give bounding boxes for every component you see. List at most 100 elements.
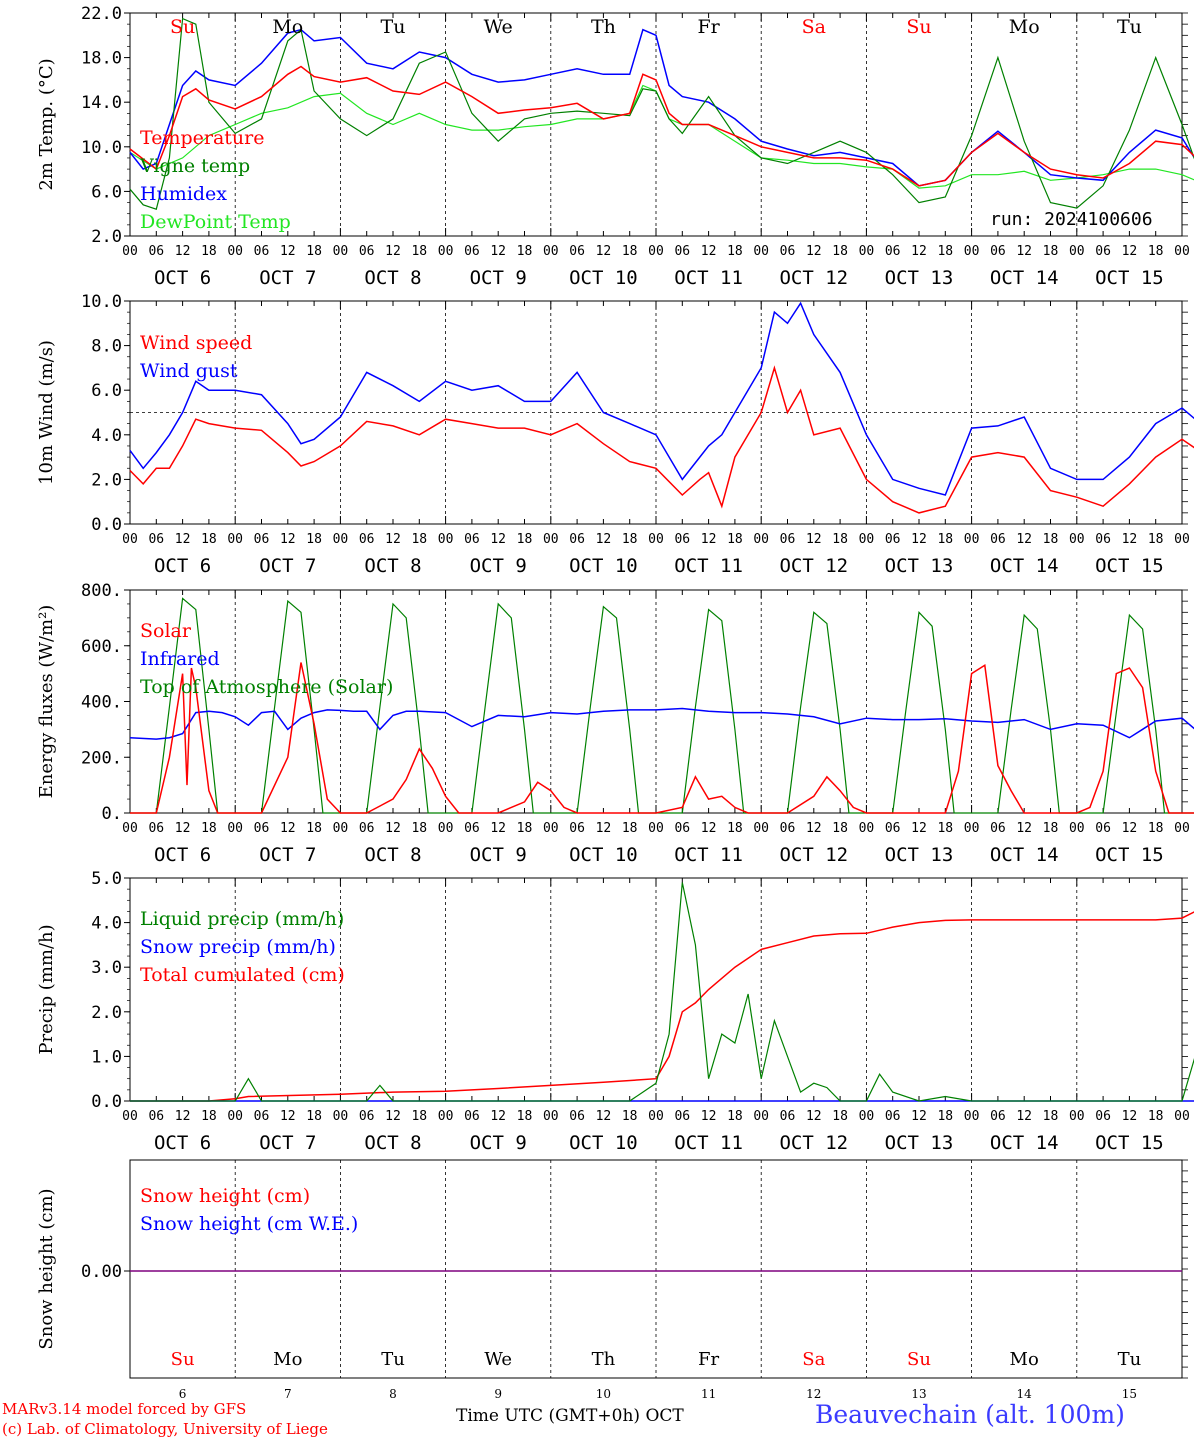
hour-tick-label: 00 [1069, 244, 1085, 259]
date-label: OCT 8 [364, 555, 421, 577]
hour-tick-label: 18 [306, 1109, 322, 1124]
series-line-temp-0 [129, 65, 1194, 187]
hour-tick-label: 06 [254, 532, 270, 547]
hour-tick-label: 18 [937, 532, 953, 547]
weekday-label-bottom: Su [171, 1349, 195, 1370]
hour-tick-label: 00 [122, 1109, 138, 1124]
hour-tick-label: 12 [701, 821, 717, 836]
hour-tick-label: 12 [490, 244, 506, 259]
hour-tick-label: 18 [517, 821, 533, 836]
hour-tick-label: 06 [1095, 821, 1111, 836]
y-tick-label: 1.0 [91, 1047, 122, 1067]
hour-tick-label: 00 [227, 244, 243, 259]
hour-tick-label: 12 [175, 821, 191, 836]
date-label: OCT 15 [1095, 1132, 1164, 1154]
hour-tick-label: 06 [148, 244, 164, 259]
hour-tick-label: 00 [648, 1109, 664, 1124]
date-label: OCT 11 [674, 1132, 743, 1154]
y-tick-label: 4.0 [91, 914, 122, 934]
hour-tick-label: 18 [832, 244, 848, 259]
hour-tick-label: 18 [937, 821, 953, 836]
weekday-label-top: Tu [1117, 16, 1142, 38]
y-tick-label: 0.0 [91, 1092, 122, 1112]
date-label: OCT 12 [779, 1132, 848, 1154]
hour-tick-label: 00 [333, 532, 349, 547]
hour-tick-label: 12 [280, 532, 296, 547]
hour-tick-label: 18 [832, 1109, 848, 1124]
y-tick-label: 10.0 [81, 138, 122, 158]
hour-tick-label: 00 [964, 1109, 980, 1124]
hour-tick-label: 12 [280, 821, 296, 836]
hour-tick-label: 12 [385, 1109, 401, 1124]
hour-tick-label: 06 [674, 244, 690, 259]
hour-tick-label: 12 [1122, 821, 1138, 836]
hour-tick-label: 12 [175, 532, 191, 547]
date-label: OCT 9 [470, 844, 527, 866]
weekday-label-top: Su [170, 16, 195, 38]
hour-tick-label: 06 [148, 1109, 164, 1124]
hour-tick-label: 18 [622, 532, 638, 547]
hour-tick-label: 00 [122, 244, 138, 259]
date-label: OCT 12 [779, 844, 848, 866]
hour-tick-label: 12 [596, 244, 612, 259]
hour-tick-label: 06 [254, 244, 270, 259]
hour-tick-label: 06 [569, 1109, 585, 1124]
legend-entry: Total cumulated (cm) [140, 964, 345, 986]
hour-tick-label: 00 [333, 244, 349, 259]
footer-model: MARv3.14 model forced by GFS [2, 1400, 247, 1418]
series-line-wind-1 [129, 301, 1194, 496]
weekday-label-bottom: Mo [1010, 1349, 1039, 1370]
hour-tick-label: 12 [806, 1109, 822, 1124]
weekday-label-top: Fr [697, 16, 720, 38]
hour-tick-label: 06 [990, 1109, 1006, 1124]
weekday-label-bottom: We [484, 1349, 512, 1370]
hour-tick-label: 00 [964, 821, 980, 836]
date-label: OCT 10 [569, 1132, 638, 1154]
hour-tick-label: 12 [490, 532, 506, 547]
hour-tick-label: 18 [1043, 1109, 1059, 1124]
day-number-label: 10 [596, 1387, 611, 1401]
hour-tick-label: 12 [490, 1109, 506, 1124]
station-label: Beauvechain (alt. 100m) [815, 1400, 1125, 1429]
hour-tick-label: 18 [937, 1109, 953, 1124]
date-label: OCT 13 [885, 1132, 954, 1154]
date-label: OCT 7 [259, 267, 316, 289]
hour-tick-label: 06 [674, 821, 690, 836]
hour-tick-label: 06 [148, 532, 164, 547]
hour-tick-label: 12 [1016, 532, 1032, 547]
hour-tick-label: 12 [490, 821, 506, 836]
date-label: OCT 6 [154, 844, 211, 866]
date-label: OCT 9 [470, 1132, 527, 1154]
y-axis-label: Energy fluxes (W/m²) [36, 605, 57, 799]
hour-tick-label: 12 [1016, 1109, 1032, 1124]
weekday-label-bottom: Th [592, 1349, 616, 1370]
series-line-temp-3 [129, 84, 1194, 189]
legend-entry: Wind gust [140, 360, 238, 382]
date-label: OCT 10 [569, 555, 638, 577]
weekday-label-bottom: Tu [381, 1349, 405, 1370]
weekday-label-top: Mo [272, 16, 303, 38]
hour-tick-label: 00 [648, 532, 664, 547]
day-number-label: 9 [494, 1387, 502, 1401]
hour-tick-label: 12 [911, 244, 927, 259]
series-line-energy-2 [130, 597, 1194, 814]
series-line-temp-2 [129, 28, 1194, 187]
hour-tick-label: 06 [780, 1109, 796, 1124]
hour-tick-label: 12 [280, 244, 296, 259]
hour-tick-label: 18 [727, 532, 743, 547]
hour-tick-label: 06 [1095, 244, 1111, 259]
weekday-label-bottom: Sa [802, 1349, 825, 1370]
day-number-label: 12 [806, 1387, 821, 1401]
hour-tick-label: 18 [306, 821, 322, 836]
date-label: OCT 13 [885, 844, 954, 866]
hour-tick-label: 00 [543, 532, 559, 547]
hour-tick-label: 12 [596, 821, 612, 836]
date-label: OCT 14 [990, 844, 1059, 866]
time-axis-label: Time UTC (GMT+0h) OCT [456, 1406, 684, 1426]
hour-tick-label: 18 [411, 244, 427, 259]
legend-entry: Snow height (cm W.E.) [140, 1213, 358, 1235]
day-number-label: 6 [179, 1387, 187, 1401]
date-label: OCT 15 [1095, 555, 1164, 577]
hour-tick-label: 00 [648, 821, 664, 836]
hour-tick-label: 00 [964, 244, 980, 259]
